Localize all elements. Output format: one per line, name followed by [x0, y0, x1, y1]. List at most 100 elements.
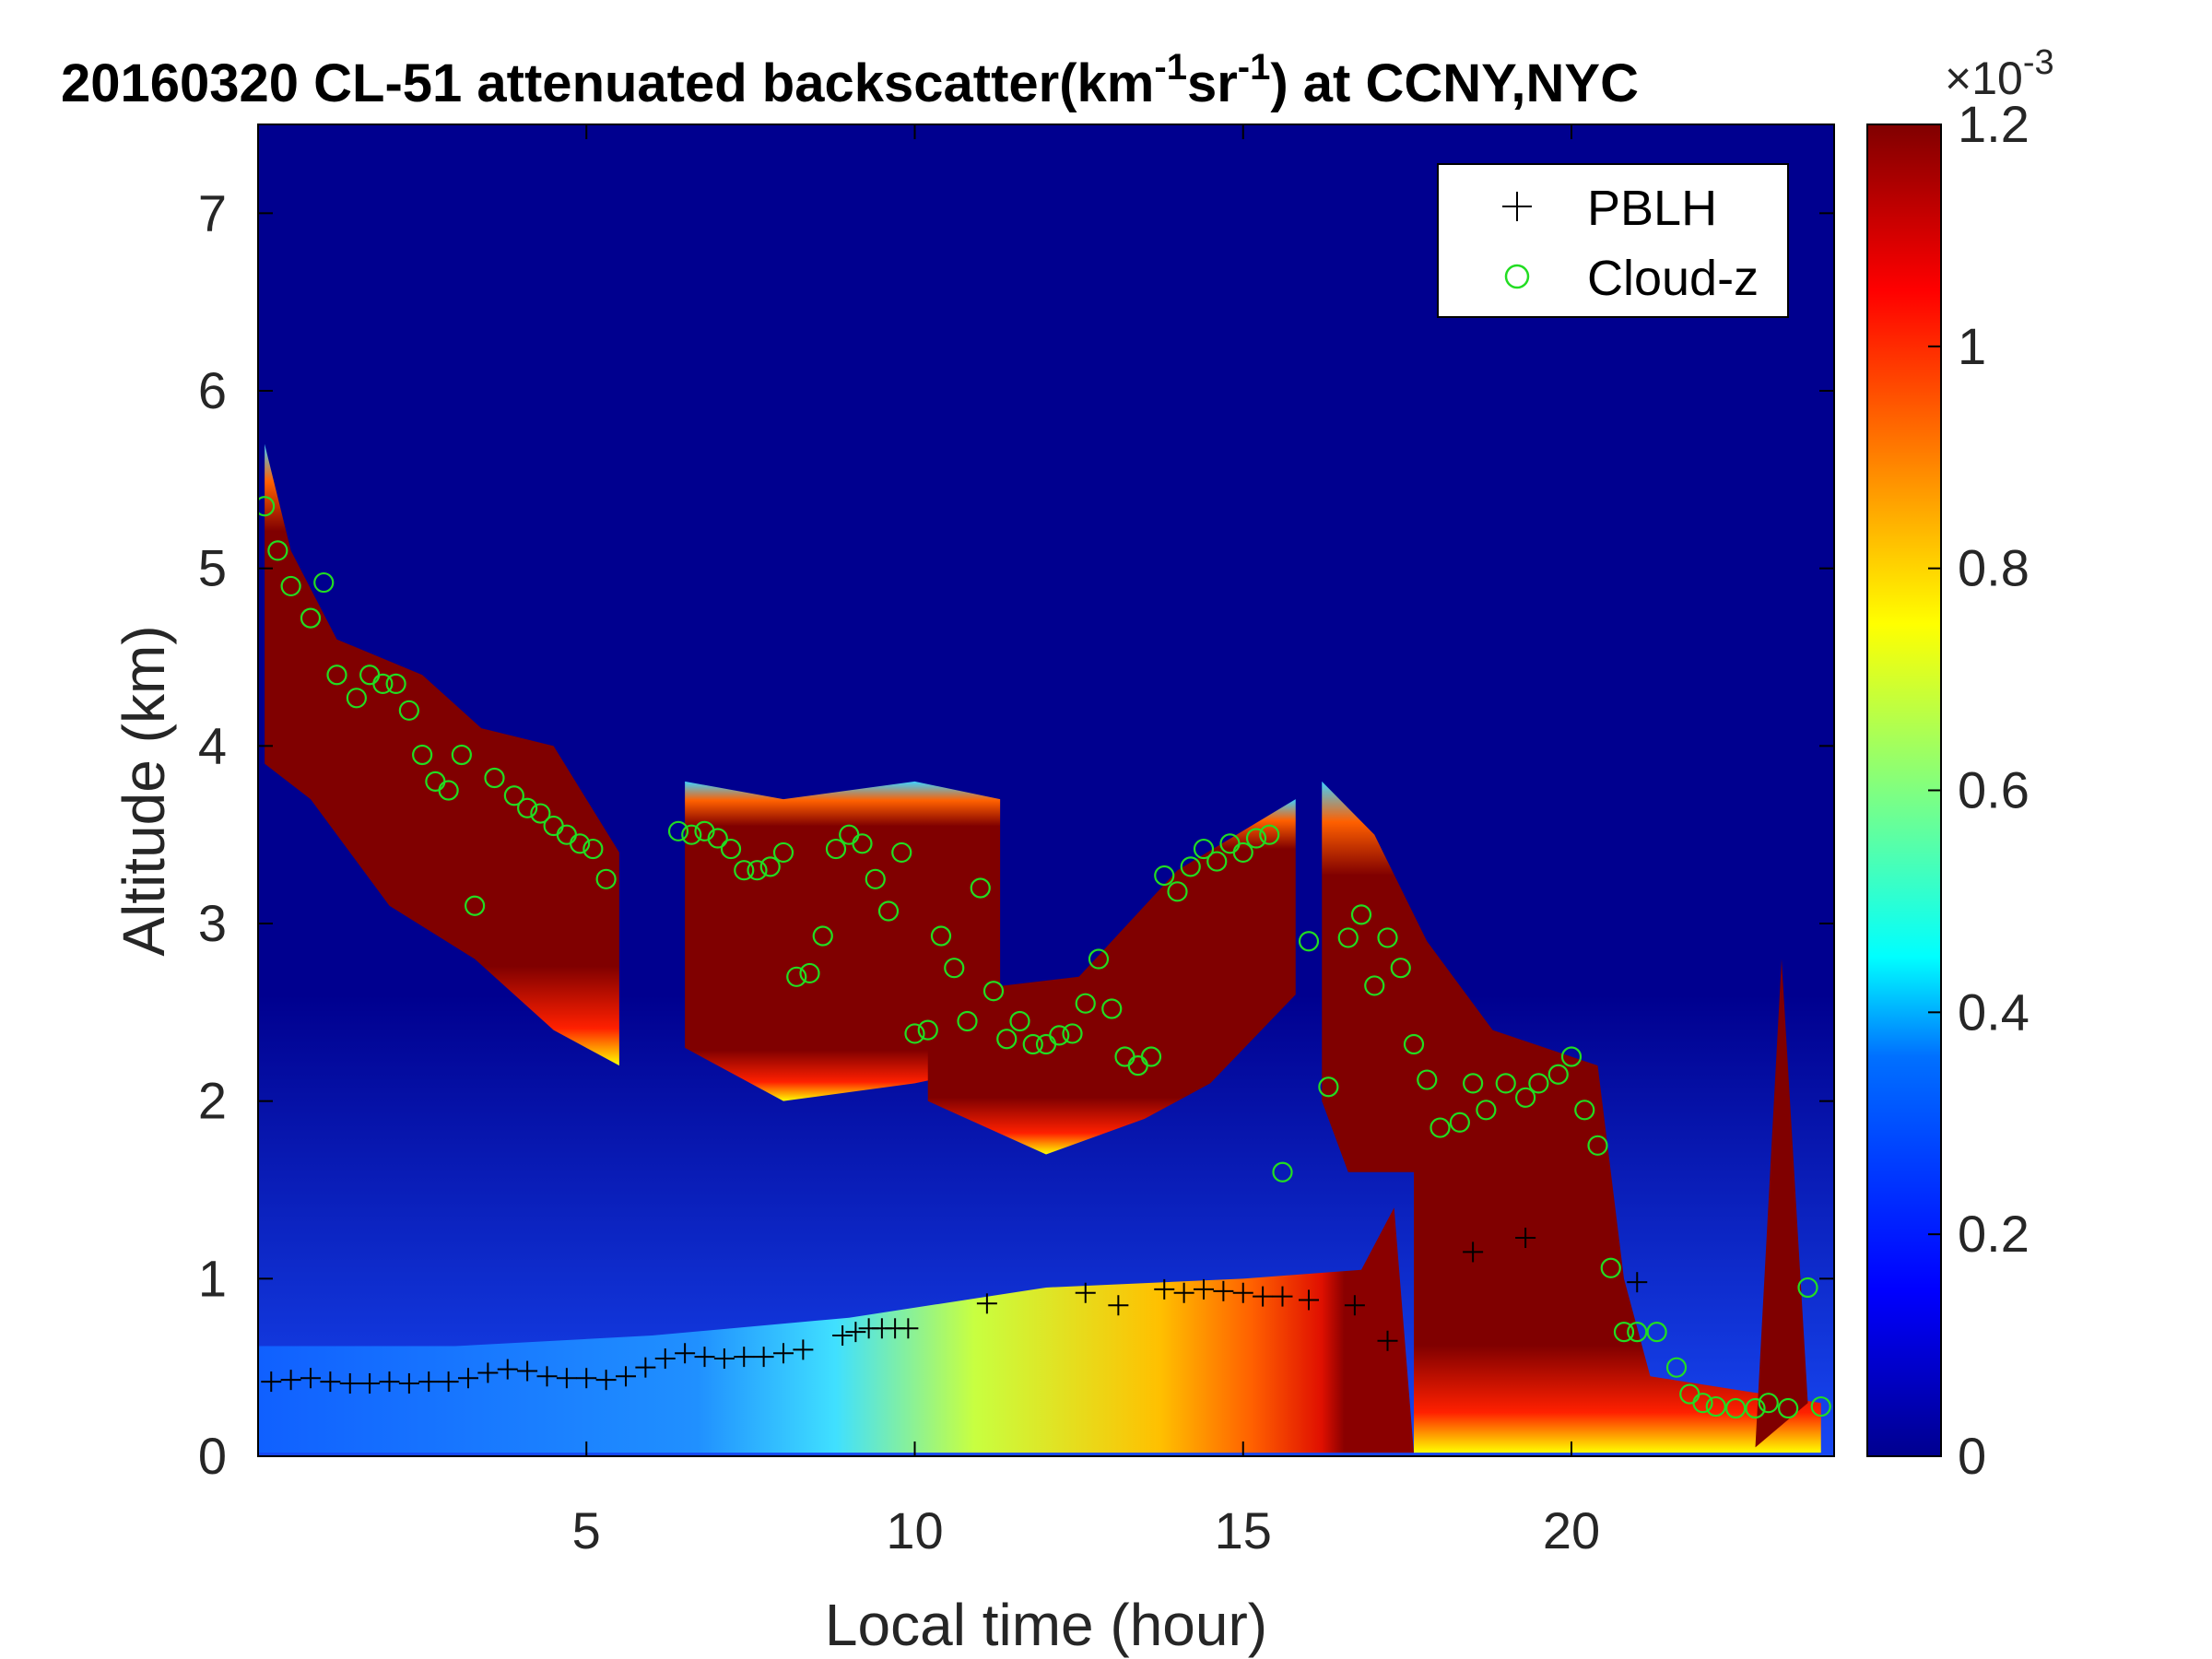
pblh-point — [1075, 1282, 1096, 1303]
cloud-z-point — [1022, 1033, 1043, 1055]
cloud-z-point — [957, 1010, 978, 1032]
cloud-z-point — [1140, 1046, 1162, 1067]
pblh-point — [1627, 1272, 1648, 1293]
cloud-z-point — [667, 820, 689, 841]
cloud-z-point — [1574, 1100, 1595, 1121]
pblh-point — [300, 1368, 321, 1389]
cloud-z-point — [812, 925, 833, 947]
legend-box — [1437, 163, 1789, 318]
y-axis-label: Altitude (km) — [111, 625, 177, 956]
cloud-z-point — [1778, 1397, 1799, 1419]
cloud-z-point — [1390, 958, 1411, 979]
pblh-point — [734, 1347, 755, 1368]
pblh-point — [359, 1373, 381, 1394]
cloud-z-point — [484, 767, 505, 789]
pblh-point — [1213, 1280, 1234, 1301]
cloud-z-point — [1206, 851, 1228, 872]
colorbar-tick-label: 0.2 — [1958, 1205, 2030, 1263]
colorbar: 0 0.2 0.4 0.6 0.8 1 1.2 ×10-3 — [1866, 43, 2054, 1485]
colorbar-tick-label: 0.4 — [1958, 982, 2030, 1041]
cloud-z-point — [786, 966, 807, 987]
cloud-z-point — [530, 803, 551, 824]
cloud-z-point — [326, 665, 347, 686]
cloud-z-point — [1613, 1322, 1635, 1343]
cloud-column — [1755, 959, 1808, 1448]
boundary-layer-band — [258, 1207, 1414, 1453]
pblh-point — [1344, 1295, 1365, 1316]
cloud-z-point — [503, 785, 524, 806]
pblh-point — [536, 1366, 558, 1387]
cloud-z-series — [258, 496, 1831, 1419]
pblh-point — [517, 1360, 538, 1382]
cloud-z-point — [852, 833, 873, 854]
pblh-point — [458, 1368, 478, 1389]
heatmap-plot — [258, 124, 1834, 1456]
x-axis: 5 10 15 20 — [572, 124, 1600, 1559]
legend-pblh-label: PBLH — [1587, 181, 1717, 236]
cloud-z-point — [1167, 881, 1188, 902]
cloud-layer — [927, 799, 1296, 1155]
cloud-layer — [265, 443, 619, 1066]
cloud-z-point — [877, 900, 900, 922]
cloud-z-point — [385, 673, 406, 695]
pblh-point — [1463, 1241, 1484, 1263]
y-tick-label: 1 — [198, 1249, 227, 1307]
cloud-z-point — [707, 828, 728, 849]
y-tick-label: 3 — [198, 894, 227, 952]
cloud-z-point — [451, 744, 472, 766]
colorbar-tick-label: 1 — [1958, 317, 1986, 375]
cloud-z-point — [1705, 1395, 1726, 1418]
y-tick-label: 4 — [198, 716, 227, 774]
pblh-point — [438, 1371, 459, 1393]
x-tick-label: 5 — [572, 1501, 601, 1559]
pblh-point — [1377, 1330, 1398, 1351]
pblh-point — [339, 1373, 360, 1394]
pblh-series — [261, 1228, 1648, 1394]
cloud-z-point — [313, 571, 335, 594]
cloud-z-point — [1259, 824, 1280, 845]
x-tick-label: 15 — [1215, 1501, 1272, 1559]
pblh-point — [418, 1371, 440, 1393]
cloud-z-point — [970, 877, 991, 899]
cloud-z-point — [570, 833, 591, 854]
pblh-point — [1515, 1228, 1536, 1249]
cloud-z-point — [747, 860, 768, 881]
colorbar-tick-label: 0.6 — [1958, 761, 2030, 819]
x-tick-label: 10 — [886, 1501, 943, 1559]
legend-cloud-z-label: Cloud-z — [1587, 251, 1759, 306]
cloud-z-point — [258, 496, 276, 517]
cloud-z-point — [694, 820, 715, 841]
cloud-z-point — [1692, 1393, 1713, 1414]
pblh-point — [1108, 1295, 1129, 1316]
y-tick-label: 0 — [198, 1427, 227, 1485]
colorbar-tick-label: 1.2 — [1958, 95, 2030, 153]
pblh-point — [1232, 1282, 1253, 1303]
cloud-z-point — [1463, 1073, 1484, 1094]
cloud-z-point — [1318, 1077, 1339, 1098]
cloud-z-point — [1449, 1112, 1470, 1133]
pblh-point — [497, 1359, 518, 1380]
heatmap-backscatter-field — [258, 443, 1834, 1456]
cloud-z-point — [1364, 975, 1385, 996]
cloud-z-point — [982, 981, 1005, 1002]
pblh-point — [1272, 1286, 1293, 1307]
cloud-z-point — [1298, 931, 1320, 952]
cloud-z-point — [1088, 948, 1110, 970]
cloud-z-point — [944, 958, 965, 979]
cloud-z-point — [517, 797, 538, 818]
cloud-z-point — [865, 868, 886, 889]
cloud-z-point — [759, 856, 781, 877]
plot-frame — [257, 124, 1835, 1457]
cloud-z-point — [891, 841, 912, 864]
cloud-z-point — [300, 607, 322, 629]
cloud-z-point — [280, 575, 301, 597]
cloud-z-point — [772, 841, 794, 864]
cloud-z-point — [1495, 1073, 1516, 1094]
cloud-z-point — [346, 688, 367, 709]
cloud-z-point — [904, 1023, 925, 1044]
cloud-z-point — [681, 824, 702, 845]
cloud-z-point — [1587, 1135, 1608, 1156]
pblh-point — [398, 1373, 419, 1394]
cloud-z-point — [720, 838, 742, 860]
y-tick-label: 5 — [198, 539, 227, 597]
